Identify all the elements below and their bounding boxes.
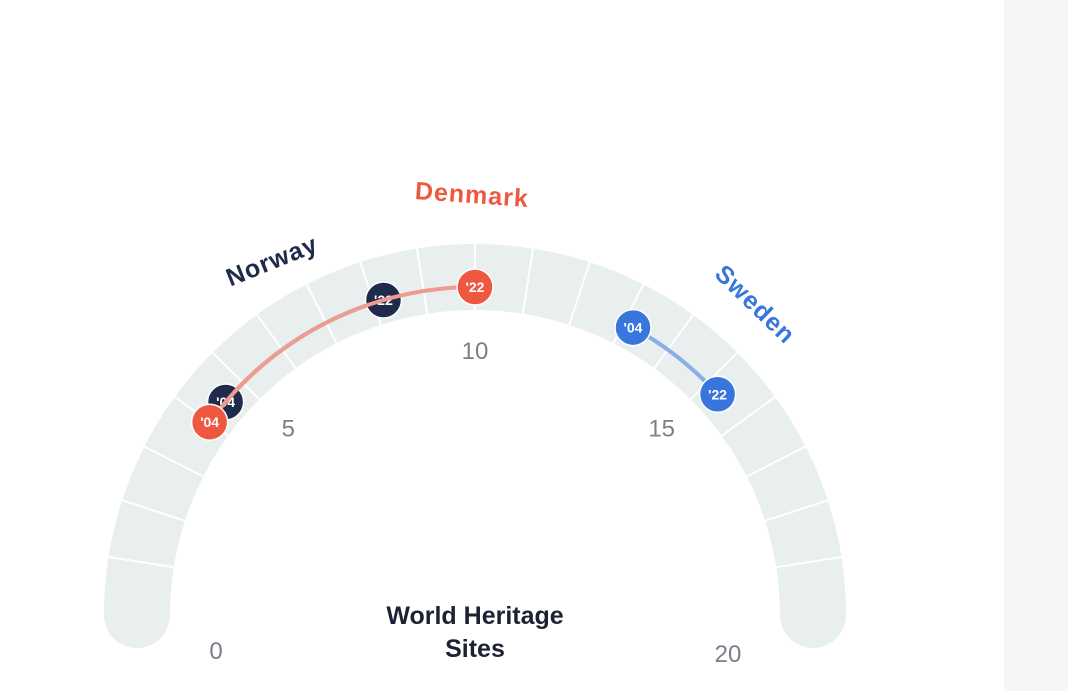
gauge-divider [256, 314, 297, 369]
gauge-divider [746, 445, 807, 478]
data-point-label: '22 [466, 279, 485, 295]
data-point-label: '04 [624, 320, 643, 336]
series-name-norway: Norway [222, 230, 322, 292]
gauge-divider [721, 396, 776, 437]
chart-title-line-1: World Heritage [386, 602, 563, 630]
side-panel [1004, 0, 1068, 691]
gauge-divider [305, 283, 338, 344]
gauge-divider [121, 499, 186, 522]
tick-label-20: 20 [715, 641, 742, 668]
gauge-title: World Heritage Sites [386, 602, 563, 663]
gauge-tick-labels: 0 5 10 15 20 [209, 338, 741, 668]
gauge-divider [521, 248, 535, 314]
data-point-denmark-2004: '04 [190, 403, 229, 441]
series-denmark: '04 '22 Denmark [190, 177, 530, 441]
gauge-divider [143, 445, 204, 478]
gauge-divider [568, 261, 591, 326]
gauge-divider [415, 248, 429, 314]
data-point-marker [614, 308, 652, 347]
data-point-sweden-2004: '04 [614, 308, 652, 347]
data-point-sweden-2022: '22 [698, 375, 737, 414]
chart-title-line-2: Sites [445, 635, 505, 663]
data-point-marker [698, 375, 737, 414]
gauge-divider [211, 351, 261, 401]
tick-label-15: 15 [648, 415, 675, 442]
series-name-denmark: Denmark [414, 177, 530, 213]
tick-label-5: 5 [282, 415, 295, 442]
gauge-divider [108, 555, 174, 569]
data-point-label: '22 [708, 386, 727, 402]
tick-label-0: 0 [209, 638, 222, 665]
gauge-divider [764, 499, 829, 522]
series-line-denmark [207, 285, 477, 425]
gauge-track [104, 244, 846, 648]
series-name-sweden: Sweden [709, 260, 801, 350]
data-point-marker [456, 268, 494, 306]
gauge-track-arc [104, 244, 846, 648]
data-point-denmark-2022: '22 [456, 268, 494, 306]
gauge-divider [776, 555, 842, 569]
gauge-divider [653, 314, 694, 369]
data-point-marker [190, 403, 229, 441]
data-point-label: '04 [200, 414, 219, 430]
tick-label-10: 10 [462, 338, 489, 365]
